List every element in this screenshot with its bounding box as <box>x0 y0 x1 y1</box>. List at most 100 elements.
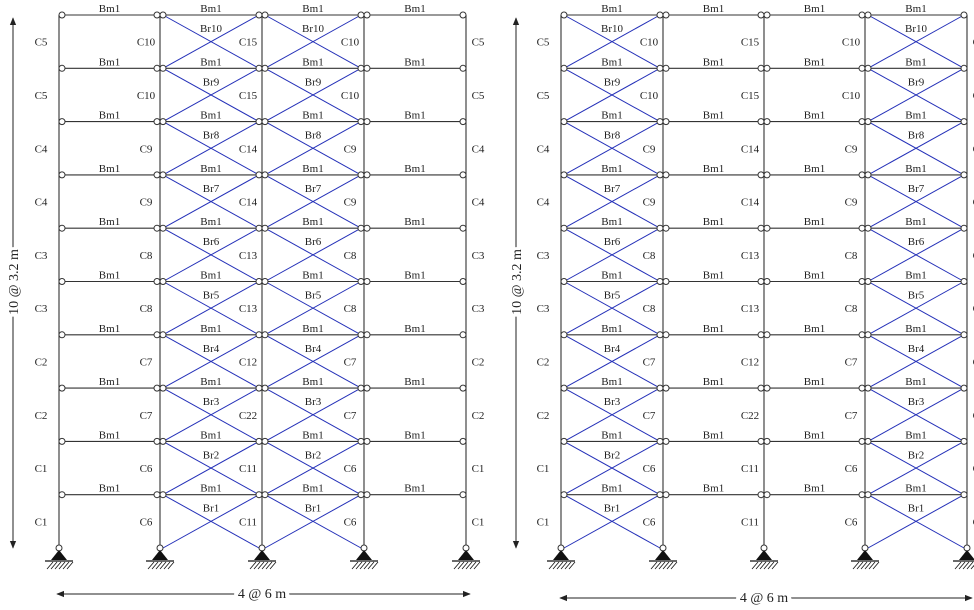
left-hinge <box>58 171 66 179</box>
right-column-label: C4 <box>537 143 550 155</box>
left-hinge <box>153 171 161 179</box>
right-hinge <box>560 11 568 19</box>
left-column-label: C8 <box>140 303 153 315</box>
left-hinge <box>159 278 167 285</box>
right-brace-label: Br7 <box>604 183 621 195</box>
right-support-hatch <box>860 561 868 570</box>
right-column-label: C5 <box>973 37 974 49</box>
right-column-label: C7 <box>643 356 656 368</box>
left-hinge <box>153 64 161 72</box>
left-hinge <box>255 118 263 126</box>
right-hinge <box>662 278 670 285</box>
left-hinge <box>363 278 371 285</box>
left-beam-label: Bm1 <box>302 110 323 122</box>
right-hinge <box>656 118 664 126</box>
left-beam-label: Bm1 <box>99 429 120 441</box>
right-column-label: C6 <box>643 463 656 475</box>
right-hinge <box>858 437 866 445</box>
left-support-triangle <box>356 550 372 560</box>
right-brace-label: Br6 <box>908 236 925 248</box>
right-column-label: C10 <box>640 37 659 49</box>
right-support-hatch <box>751 561 759 570</box>
right-brace-line <box>563 227 661 282</box>
right-hinge <box>960 171 968 179</box>
right-brace-label: Br8 <box>908 130 925 142</box>
right-column-label: C11 <box>741 516 759 528</box>
left-support-hatch <box>363 561 371 570</box>
left-column-label: C7 <box>140 356 153 368</box>
right-beam-label: Bm1 <box>703 110 724 122</box>
right-beam-label: Bm1 <box>905 376 926 388</box>
right-column-label: C15 <box>741 37 760 49</box>
right-hinge <box>662 11 670 19</box>
right-column-label: C3 <box>537 250 550 262</box>
right-hinge <box>763 278 771 285</box>
right-brace-line <box>563 14 661 69</box>
right-support-hatch <box>759 561 767 570</box>
right-support-hatch <box>767 561 775 570</box>
right-brace-line <box>563 387 661 442</box>
right-beam-label: Bm1 <box>804 376 825 388</box>
left-column-label: C2 <box>35 356 48 368</box>
right-column-label: C2 <box>973 356 974 368</box>
right-brace-line <box>867 334 965 389</box>
left-support-hatch <box>351 561 359 570</box>
right-brace-label: Br10 <box>601 23 624 35</box>
right-support-triangle <box>857 550 873 560</box>
right-column-label: C8 <box>845 303 858 315</box>
left-column-label: C9 <box>140 143 153 155</box>
right-brace-label: Br1 <box>604 503 621 515</box>
left-hinge <box>58 118 66 126</box>
left-hinge <box>459 64 467 72</box>
left-hinge <box>357 171 365 179</box>
left-hinge <box>261 491 269 499</box>
left-hinge <box>459 224 467 232</box>
left-brace-line <box>264 121 362 176</box>
right-support-hatch <box>954 561 962 570</box>
left-support-hatch <box>46 561 54 570</box>
right-beam-label: Bm1 <box>703 56 724 68</box>
left-beam-label: Bm1 <box>404 483 425 495</box>
left-hinge <box>255 64 263 72</box>
right-hinge <box>864 278 872 285</box>
right-hinge <box>858 11 866 19</box>
right-support-hatch <box>763 561 771 570</box>
left-hinge <box>159 437 167 445</box>
left-brace-label: Br6 <box>305 236 322 248</box>
left-hinge <box>363 491 371 499</box>
left-beam-label: Bm1 <box>302 483 323 495</box>
left-brace-line <box>264 440 362 496</box>
right-hinge <box>662 331 670 339</box>
right-brace-label: Br8 <box>604 130 621 142</box>
right-column-label: C7 <box>845 356 858 368</box>
right-column-label: C11 <box>741 463 759 475</box>
left-beam-label: Bm1 <box>99 376 120 388</box>
right-hinge <box>763 384 771 392</box>
right-beam-label: Bm1 <box>804 270 825 282</box>
right-beam-label: Bm1 <box>905 483 926 495</box>
left-beam-label: Bm1 <box>99 56 120 68</box>
right-brace-label: Br5 <box>908 290 925 302</box>
left-hinge <box>357 118 365 126</box>
left-beam-label: Bm1 <box>302 429 323 441</box>
right-hinge <box>763 64 771 72</box>
right-column-label: C13 <box>741 303 760 315</box>
left-brace-line <box>264 227 362 282</box>
left-support-hatch <box>371 561 379 570</box>
left-brace-line <box>264 494 362 549</box>
right-support-hatch <box>872 561 880 570</box>
right-column-label: C9 <box>643 143 656 155</box>
right-hinge <box>560 384 568 392</box>
left-beam-label: Bm1 <box>200 110 221 122</box>
right-column-label: C10 <box>842 90 861 102</box>
left-hinge <box>58 491 66 499</box>
right-column-label: C8 <box>845 250 858 262</box>
right-brace-line <box>563 281 661 336</box>
left-hinge <box>153 437 161 445</box>
left-column-label: C2 <box>35 410 48 422</box>
left-support-hatch <box>159 561 167 570</box>
left-hinge <box>459 278 467 285</box>
left-hinge <box>255 331 263 339</box>
right-beam-label: Bm1 <box>601 323 622 335</box>
left-brace-label: Br2 <box>203 449 220 461</box>
